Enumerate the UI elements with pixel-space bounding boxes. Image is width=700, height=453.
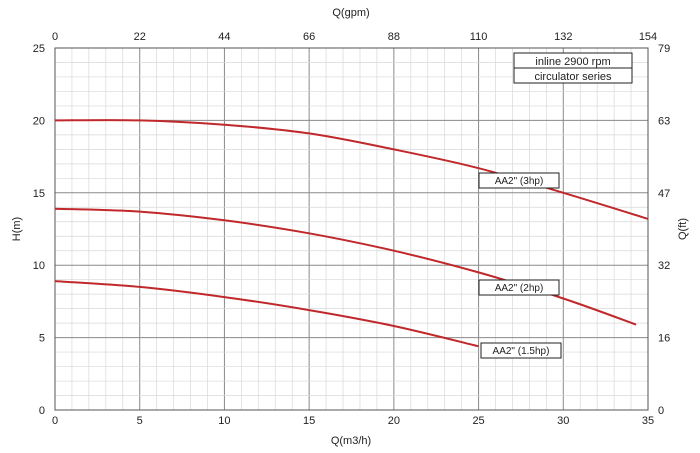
x-tick-label: 35 xyxy=(642,415,654,427)
x2-tick-label: 66 xyxy=(303,31,315,43)
series-lines xyxy=(54,119,649,348)
y2-tick-label: 32 xyxy=(658,260,670,272)
series-line-1 xyxy=(54,207,637,326)
y-axis-title: H(m) xyxy=(11,217,23,241)
x-tick-label: 30 xyxy=(557,415,569,427)
y2-axis-title: Q(ft) xyxy=(677,218,689,240)
title-box: inline 2900 rpm circulator series xyxy=(513,52,633,84)
tick-labels: 0 5 10 15 20 25 30 35 0 22 44 66 88 110 132 154 0 5 10 15 20… xyxy=(33,31,671,427)
y2-tick-label: 63 xyxy=(658,115,670,127)
title-box-line-2-frame xyxy=(513,67,633,84)
x2-tick-label: 44 xyxy=(218,31,230,43)
grid xyxy=(54,47,649,411)
x2-tick-label: 22 xyxy=(134,31,146,43)
y2-tick-label: 0 xyxy=(658,405,664,417)
x-tick-label: 15 xyxy=(303,415,315,427)
series-line-0 xyxy=(54,119,649,220)
curve-label-box xyxy=(478,172,560,189)
y-tick-label: 5 xyxy=(39,333,45,345)
curve-label: AA2" (1.5hp) xyxy=(493,346,550,357)
x-tick-label: 10 xyxy=(218,415,230,427)
y2-tick-label: 79 xyxy=(658,43,670,55)
y-tick-label: 20 xyxy=(33,115,45,127)
x2-axis-title: Q(gpm) xyxy=(332,7,369,19)
curve-label: AA2" (2hp) xyxy=(495,283,544,294)
y-tick-label: 10 xyxy=(33,260,45,272)
x2-tick-label: 88 xyxy=(388,31,400,43)
curve-labels: AA2" (3hp) AA2" (2hp) AA2" (1.5hp) xyxy=(478,172,562,359)
x-tick-label: 5 xyxy=(137,415,143,427)
x2-tick-label: 132 xyxy=(554,31,572,43)
y-tick-label: 0 xyxy=(39,405,45,417)
y2-tick-label: 16 xyxy=(658,333,670,345)
x2-tick-label: 110 xyxy=(470,31,488,43)
x-tick-label: 0 xyxy=(52,415,58,427)
x2-tick-label: 0 xyxy=(52,31,58,43)
y-tick-label: 15 xyxy=(33,188,45,200)
curve-label: AA2" (3hp) xyxy=(495,176,544,187)
curve-label-box xyxy=(480,342,562,359)
title-box-line-1: inline 2900 rpm xyxy=(535,56,610,68)
series-line-2 xyxy=(54,280,479,348)
curve-label-box xyxy=(478,279,560,296)
x-tick-label: 20 xyxy=(388,415,400,427)
x-axis-title: Q(m3/h) xyxy=(331,435,371,447)
y-tick-label: 25 xyxy=(33,43,45,55)
title-box-line-2: circulator series xyxy=(534,71,612,83)
plot-frame xyxy=(54,47,649,411)
x-tick-label: 25 xyxy=(472,415,484,427)
y2-tick-label: 47 xyxy=(658,188,670,200)
x2-tick-label: 154 xyxy=(639,31,657,43)
